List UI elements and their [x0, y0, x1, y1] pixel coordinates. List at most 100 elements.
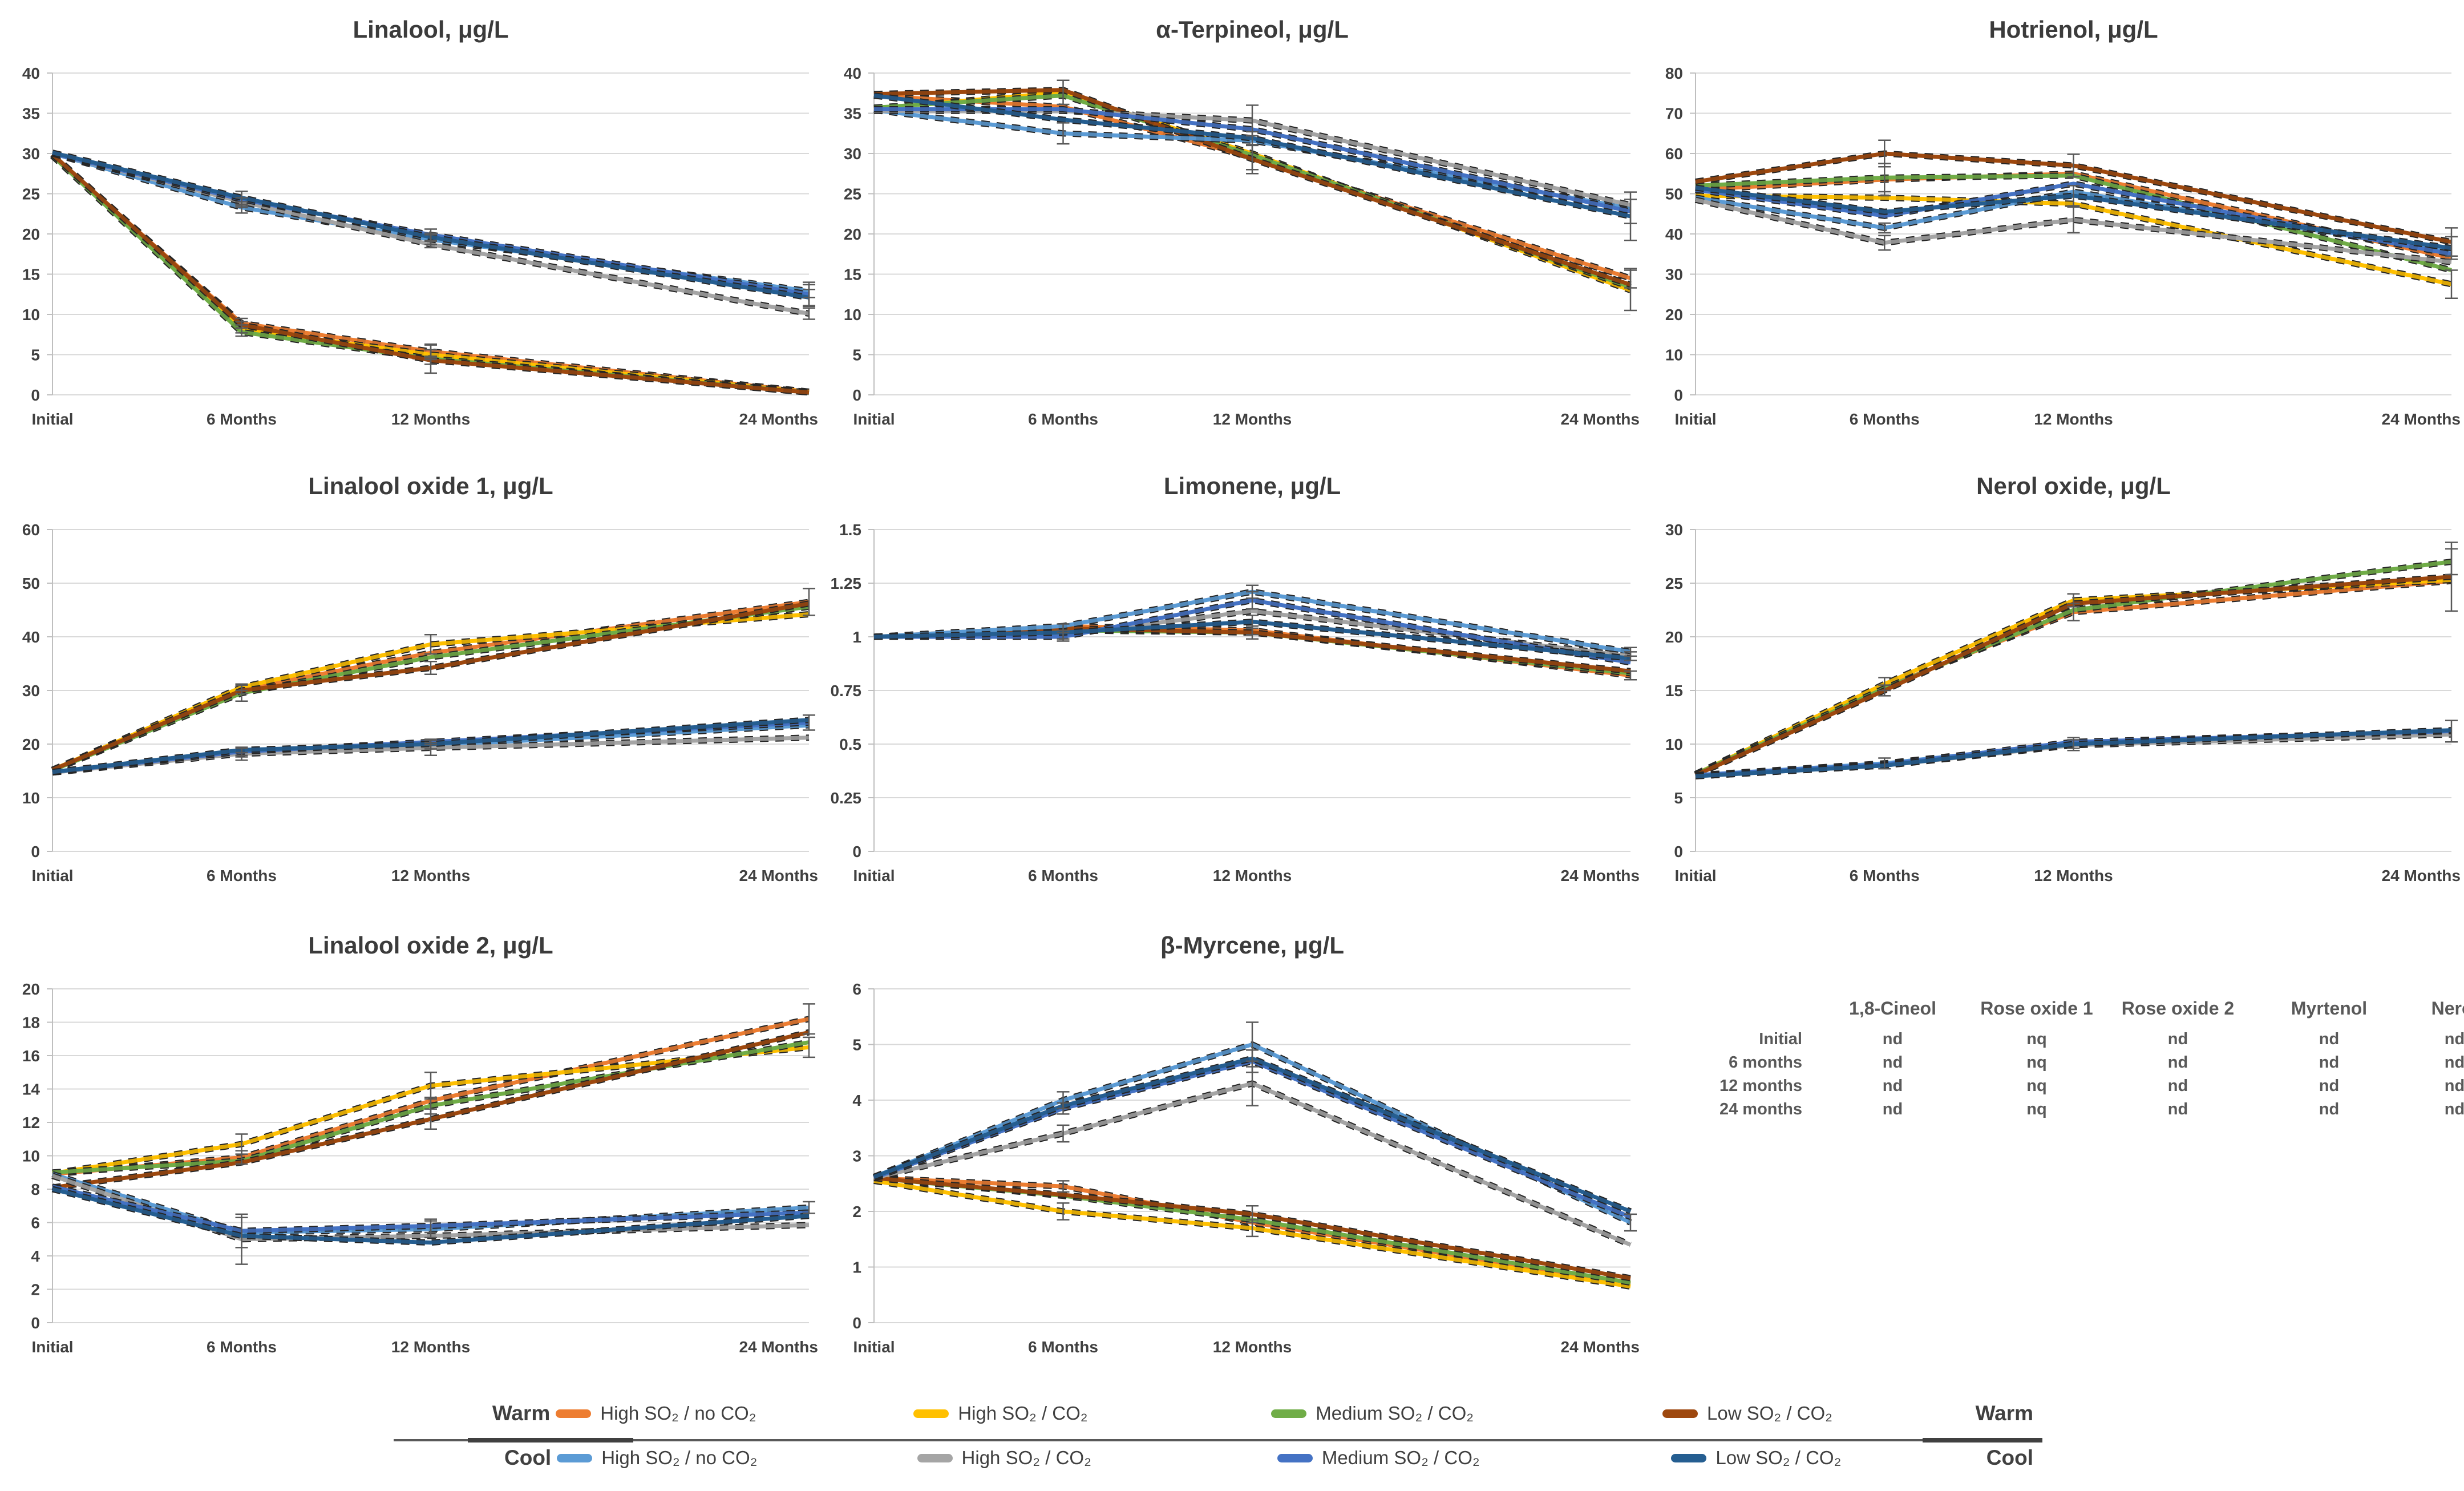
svg-text:30: 30 [1665, 266, 1683, 284]
svg-text:Initial: Initial [853, 867, 895, 884]
table-row-label: 24 months [1719, 1100, 1802, 1118]
svg-text:16: 16 [22, 1047, 40, 1065]
legend-item-label: High SO₂ / no CO₂ [600, 1403, 756, 1424]
svg-text:10: 10 [22, 306, 40, 324]
svg-text:12 Months: 12 Months [1213, 410, 1292, 428]
chart-alpha-terpineol: 0 5 10 15 20 25 30 35 40 Initial 6 Months 12 Months… [822, 0, 1643, 456]
chart-svg: 0 5 10 15 20 25 30 35 40 Initial 6 Months 12 Months… [844, 16, 1640, 428]
svg-text:15: 15 [844, 266, 861, 284]
svg-text:5: 5 [31, 346, 40, 364]
svg-text:6: 6 [852, 980, 861, 998]
svg-text:12 Months: 12 Months [2034, 867, 2113, 884]
svg-text:25: 25 [1665, 575, 1683, 592]
chart-svg: 0 0.25 0.5 0.75 1 1.25 1.5 Initial 6 Months 12 Mo… [831, 472, 1640, 884]
svg-text:70: 70 [1665, 105, 1683, 123]
svg-text:Initial: Initial [1674, 867, 1716, 884]
svg-text:0: 0 [1674, 386, 1683, 404]
svg-text:Initial: Initial [31, 867, 73, 884]
svg-text:15: 15 [1665, 682, 1683, 700]
svg-text:10: 10 [1665, 736, 1683, 753]
svg-text:6 Months: 6 Months [1028, 1338, 1098, 1356]
svg-text:24 Months: 24 Months [1561, 1338, 1640, 1356]
legend-color-swatch [913, 1409, 949, 1418]
legend-item: High SO₂ / no CO₂ [556, 1403, 913, 1424]
table-cell: nd [2167, 1029, 2188, 1048]
svg-text:12 Months: 12 Months [391, 1338, 470, 1356]
legend-color-swatch [1671, 1453, 1707, 1462]
chart-linalool-oxide-1: 0 10 20 30 40 50 60 Initial 6 Months 12 Months 24 … [0, 456, 822, 913]
svg-text:6 Months: 6 Months [207, 867, 277, 884]
chart-svg: 0 1 2 3 4 5 6 Initial 6 Months 12 Months 24 Months… [852, 932, 1640, 1356]
svg-text:6 Months: 6 Months [1028, 410, 1098, 428]
legend-group-label: Warm [492, 1401, 551, 1425]
legend-row-warm: Warm High SO₂ / no CO₂ High SO₂ / CO₂ Me… [394, 1391, 2042, 1436]
chart-svg: 0 5 10 15 20 25 30 Initial 6 Months 12 Months 24 M… [1665, 472, 2461, 884]
svg-text:0: 0 [1674, 843, 1683, 860]
legend-item: Medium SO₂ / CO₂ [1271, 1403, 1662, 1424]
table-column-header: 1,8-Cineol [1849, 998, 1936, 1019]
chart-linalool: 0 5 10 15 20 25 30 35 40 Initial 6 Months 12 Months… [0, 0, 822, 456]
svg-text:25: 25 [844, 185, 861, 203]
svg-text:24 Months: 24 Months [1561, 867, 1640, 884]
svg-text:14: 14 [22, 1081, 41, 1098]
svg-text:40: 40 [22, 64, 40, 82]
table-column-header: Rose oxide 1 [1980, 998, 2093, 1019]
svg-text:30: 30 [844, 145, 861, 163]
table-column-header: Myrtenol [2291, 998, 2368, 1019]
svg-text:24 Months: 24 Months [2382, 867, 2461, 884]
svg-text:0: 0 [31, 843, 40, 860]
table-corner [1697, 1019, 1817, 1028]
table-cell: nd [2444, 1076, 2464, 1095]
svg-text:0: 0 [31, 386, 40, 404]
svg-text:Initial: Initial [853, 410, 895, 428]
svg-text:6: 6 [31, 1214, 40, 1232]
svg-text:24 Months: 24 Months [739, 1338, 818, 1356]
svg-text:1.25: 1.25 [831, 575, 862, 592]
legend-item: High SO₂ / CO₂ [917, 1447, 1277, 1469]
chart-hotrienol: 0 10 20 30 40 50 60 70 80 Initial 6 Months 12 Month… [1643, 0, 2464, 456]
svg-text:Initial: Initial [1674, 410, 1716, 428]
table-cell: nd [2319, 1100, 2340, 1118]
legend-color-swatch [1277, 1453, 1313, 1462]
svg-text:2: 2 [31, 1281, 40, 1299]
svg-text:30: 30 [22, 145, 40, 163]
legend-group-label: Cool [504, 1446, 552, 1469]
svg-text:0: 0 [852, 843, 861, 860]
svg-text:Nerol oxide, μg/L: Nerol oxide, μg/L [1976, 472, 2171, 499]
legend-item: Low SO₂ / CO₂ [1662, 1403, 1976, 1424]
svg-text:Limonene, μg/L: Limonene, μg/L [1164, 472, 1341, 499]
table-cell: nq [2026, 1076, 2047, 1095]
svg-text:12 Months: 12 Months [2034, 410, 2113, 428]
svg-text:6 Months: 6 Months [207, 1338, 277, 1356]
svg-text:40: 40 [22, 628, 40, 646]
svg-text:0: 0 [852, 1314, 861, 1332]
svg-text:10: 10 [22, 1147, 40, 1165]
svg-text:0: 0 [852, 386, 861, 404]
table-cell: nq [2026, 1100, 2047, 1118]
svg-text:Hotrienol, μg/L: Hotrienol, μg/L [1989, 16, 2158, 43]
svg-text:4: 4 [852, 1092, 861, 1109]
svg-text:10: 10 [844, 306, 861, 324]
svg-text:60: 60 [22, 521, 40, 539]
legend-group-label: Warm [1975, 1401, 2034, 1425]
legend-row-cool: Cool High SO₂ / no CO₂ High SO₂ / CO₂ Me… [394, 1436, 2042, 1480]
svg-text:1.5: 1.5 [839, 521, 861, 539]
svg-text:50: 50 [1665, 185, 1683, 203]
svg-text:60: 60 [1665, 145, 1683, 163]
svg-text:1: 1 [852, 628, 861, 646]
legend-item: High SO₂ / CO₂ [913, 1403, 1271, 1424]
legend-color-swatch [917, 1453, 953, 1462]
svg-text:β-Myrcene, μg/L: β-Myrcene, μg/L [1160, 932, 1344, 959]
svg-text:Linalool oxide 1, μg/L: Linalool oxide 1, μg/L [308, 472, 553, 499]
svg-text:40: 40 [1665, 225, 1683, 243]
chart-svg: 0 2 4 6 8 10 12 14 16 18 20 Initial 6 Months 12 Month… [22, 932, 818, 1356]
legend-color-swatch [1271, 1409, 1307, 1418]
table-row-label: 12 months [1719, 1076, 1802, 1095]
svg-text:α-Terpineol, μg/L: α-Terpineol, μg/L [1156, 16, 1349, 43]
svg-text:25: 25 [22, 185, 40, 203]
svg-text:0.25: 0.25 [831, 789, 862, 807]
svg-text:0: 0 [31, 1314, 40, 1332]
table-cell: nd [2167, 1076, 2188, 1095]
svg-text:6 Months: 6 Months [207, 410, 277, 428]
table-cell: nq [2026, 1053, 2047, 1072]
